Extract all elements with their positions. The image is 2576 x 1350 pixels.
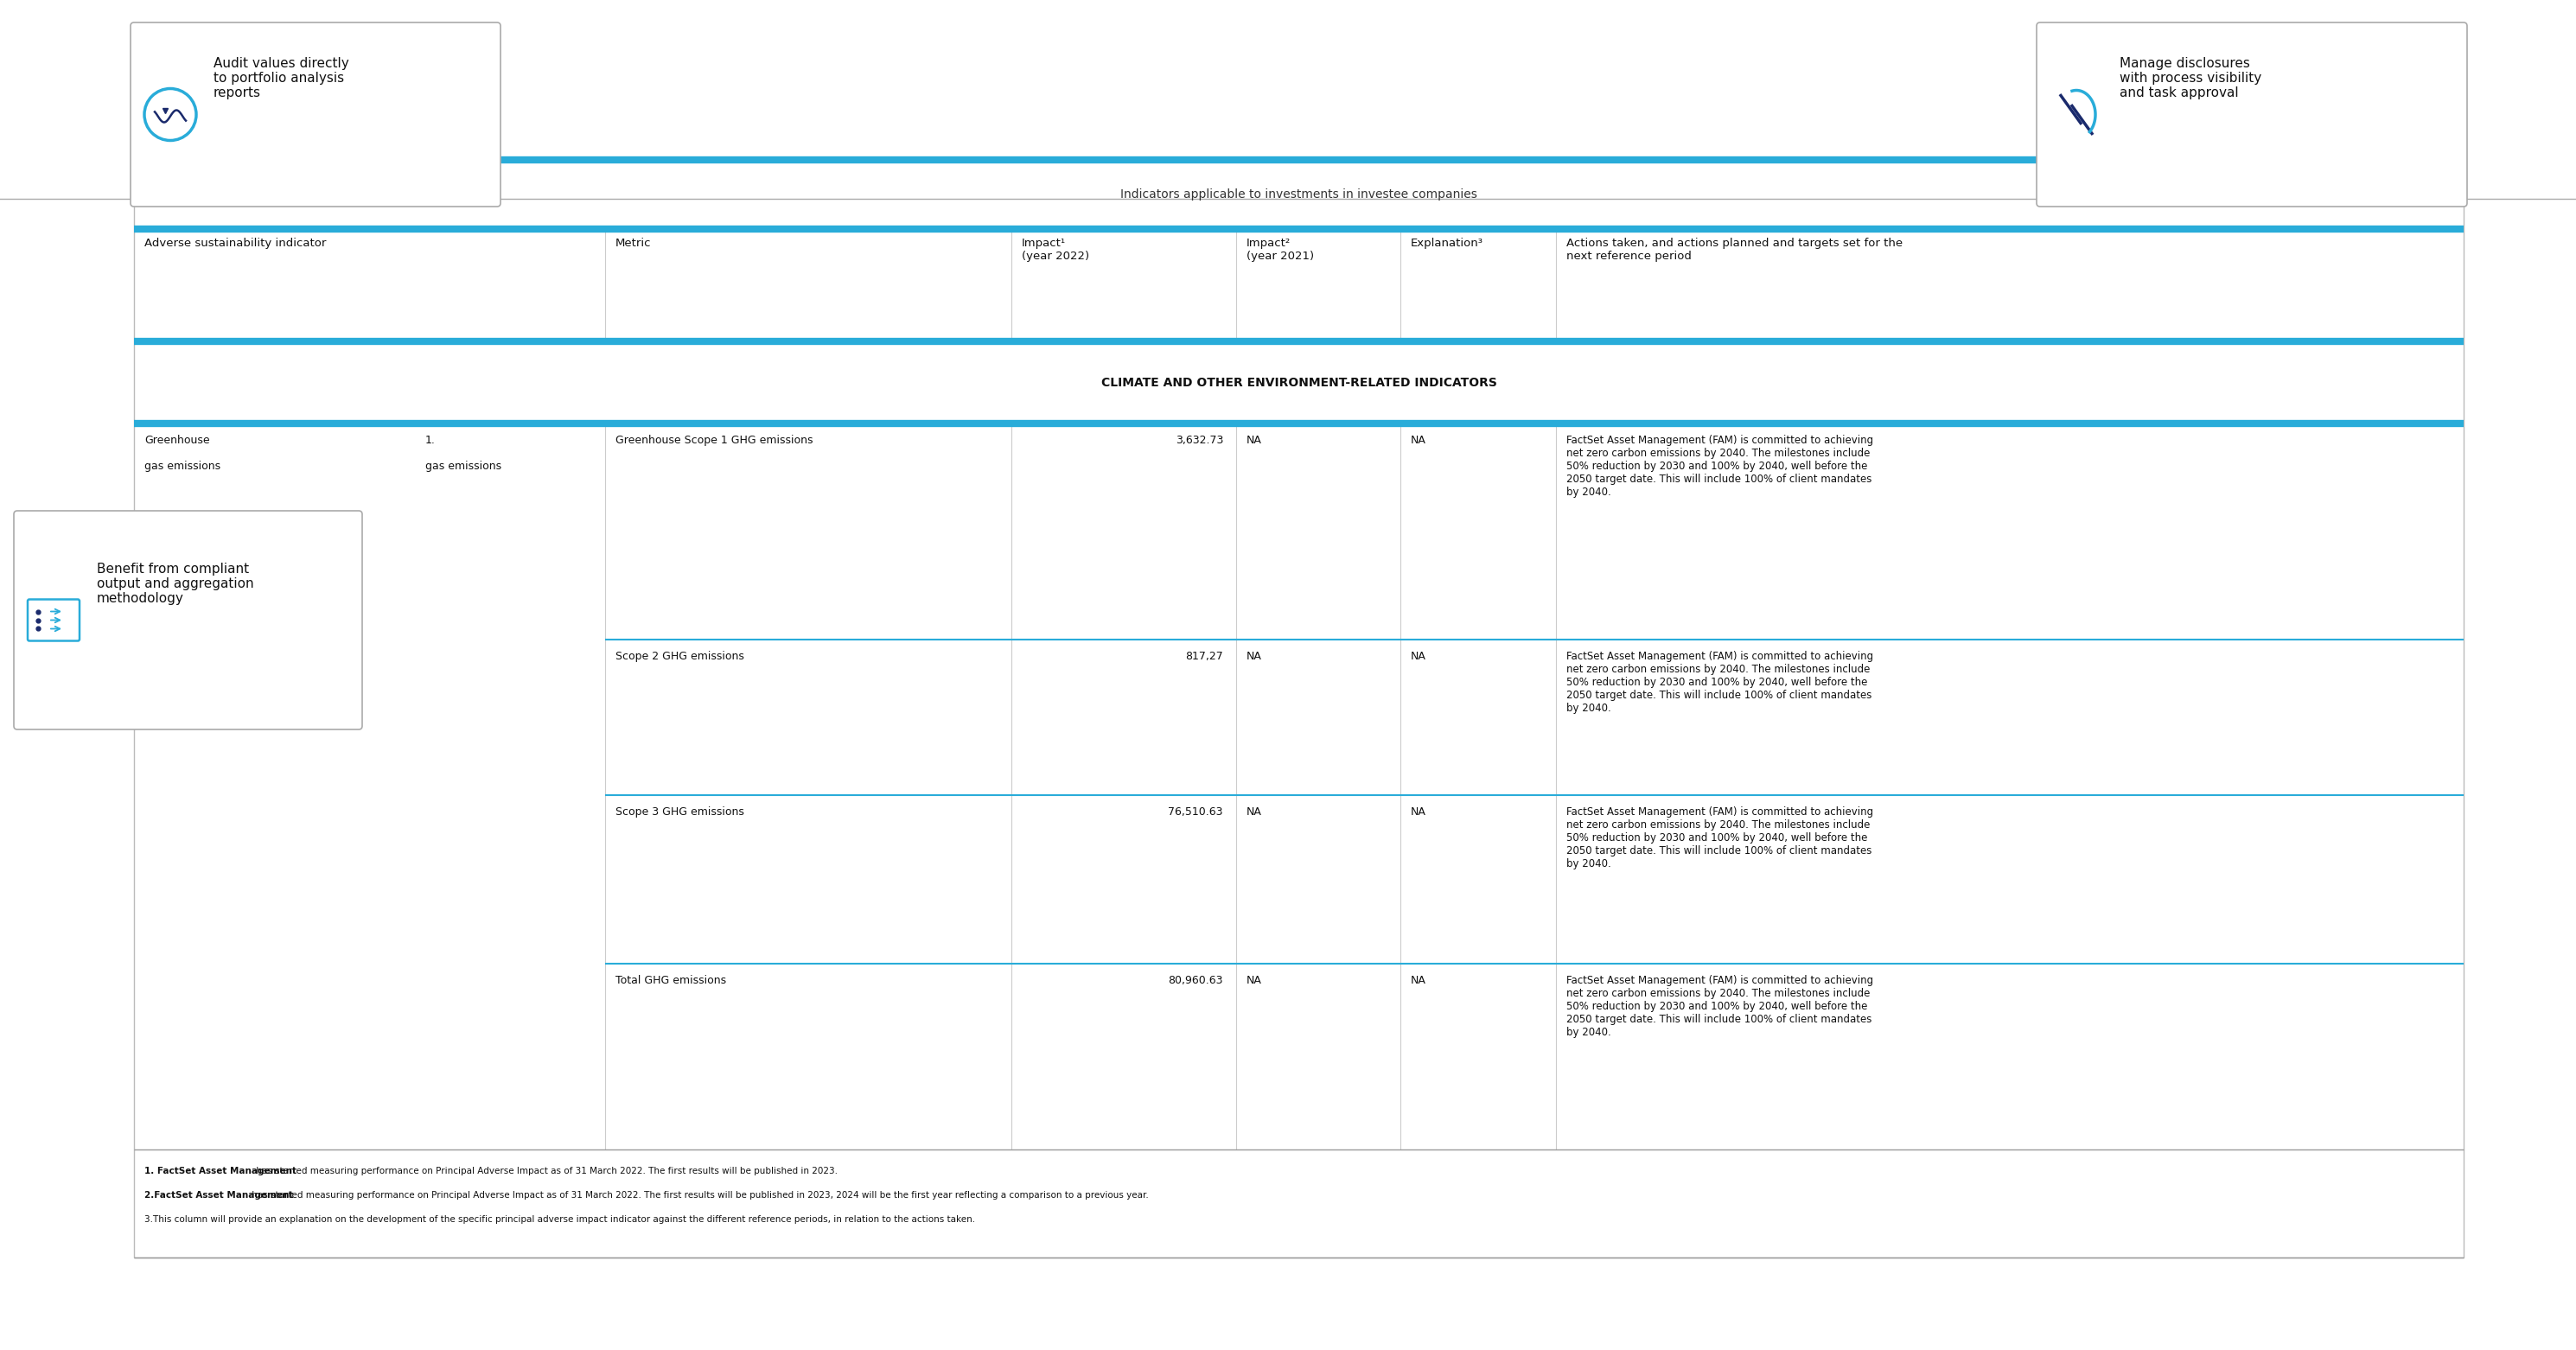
Text: Scope 2 GHG emissions: Scope 2 GHG emissions <box>616 651 744 662</box>
Text: 3.This column will provide an explanation on the development of the specific pri: 3.This column will provide an explanatio… <box>144 1215 976 1224</box>
Text: Impact¹
(year 2022): Impact¹ (year 2022) <box>1023 238 1090 262</box>
Text: NA: NA <box>1412 651 1427 662</box>
Text: NA: NA <box>1412 975 1427 986</box>
FancyBboxPatch shape <box>131 23 500 207</box>
Text: FactSet Asset Management (FAM) is committed to achieving
net zero carbon emissio: FactSet Asset Management (FAM) is commit… <box>1566 435 1873 498</box>
Text: Explanation³: Explanation³ <box>1412 238 1484 248</box>
Text: Scope 3 GHG emissions: Scope 3 GHG emissions <box>616 806 744 818</box>
Text: 1. FactSet Asset Management: 1. FactSet Asset Management <box>144 1166 296 1176</box>
Text: Actions taken, and actions planned and targets set for the
next reference period: Actions taken, and actions planned and t… <box>1566 238 1904 262</box>
Text: has started measuring performance on Principal Adverse Impact as of 31 March 202: has started measuring performance on Pri… <box>250 1191 1149 1200</box>
Text: NA: NA <box>1247 651 1262 662</box>
Text: 1.: 1. <box>425 435 435 446</box>
Text: Greenhouse Scope 1 GHG emissions: Greenhouse Scope 1 GHG emissions <box>616 435 814 446</box>
FancyBboxPatch shape <box>28 599 80 641</box>
Text: FactSet Asset Management (FAM) is committed to achieving
net zero carbon emissio: FactSet Asset Management (FAM) is commit… <box>1566 975 1873 1038</box>
Text: gas emissions: gas emissions <box>144 460 222 472</box>
Text: NA: NA <box>1247 806 1262 818</box>
Text: Indicators applicable to investments in investee companies: Indicators applicable to investments in … <box>1121 189 1476 201</box>
Text: NA: NA <box>1412 806 1427 818</box>
FancyBboxPatch shape <box>13 510 363 729</box>
Text: Greenhouse: Greenhouse <box>144 435 209 446</box>
Text: NA: NA <box>1412 435 1427 446</box>
Text: 817,27: 817,27 <box>1185 651 1224 662</box>
Text: Impact²
(year 2021): Impact² (year 2021) <box>1247 238 1314 262</box>
Text: Manage disclosures
with process visibility
and task approval: Manage disclosures with process visibili… <box>2120 57 2262 100</box>
Text: NA: NA <box>1247 975 1262 986</box>
Text: 2.FactSet Asset Management: 2.FactSet Asset Management <box>144 1191 294 1200</box>
Text: Metric: Metric <box>616 238 652 248</box>
Text: gas emissions: gas emissions <box>425 460 502 472</box>
Text: Audit values directly
to portfolio analysis
reports: Audit values directly to portfolio analy… <box>214 57 348 100</box>
Text: 76,510.63: 76,510.63 <box>1170 806 1224 818</box>
FancyBboxPatch shape <box>134 159 2463 1257</box>
Text: CLIMATE AND OTHER ENVIRONMENT-RELATED INDICATORS: CLIMATE AND OTHER ENVIRONMENT-RELATED IN… <box>1100 377 1497 389</box>
Text: NA: NA <box>1247 435 1262 446</box>
Text: 80,960.63: 80,960.63 <box>1170 975 1224 986</box>
Text: FactSet Asset Management (FAM) is committed to achieving
net zero carbon emissio: FactSet Asset Management (FAM) is commit… <box>1566 651 1873 714</box>
Text: has started measuring performance on Principal Adverse Impact as of 31 March 202: has started measuring performance on Pri… <box>252 1166 837 1176</box>
Text: Benefit from compliant
output and aggregation
methodology: Benefit from compliant output and aggreg… <box>98 563 255 605</box>
Text: Adverse sustainability indicator: Adverse sustainability indicator <box>144 238 327 248</box>
Text: 3,632.73: 3,632.73 <box>1175 435 1224 446</box>
FancyBboxPatch shape <box>2038 23 2468 207</box>
Text: FactSet Asset Management (FAM) is committed to achieving
net zero carbon emissio: FactSet Asset Management (FAM) is commit… <box>1566 806 1873 869</box>
Text: Total GHG emissions: Total GHG emissions <box>616 975 726 986</box>
